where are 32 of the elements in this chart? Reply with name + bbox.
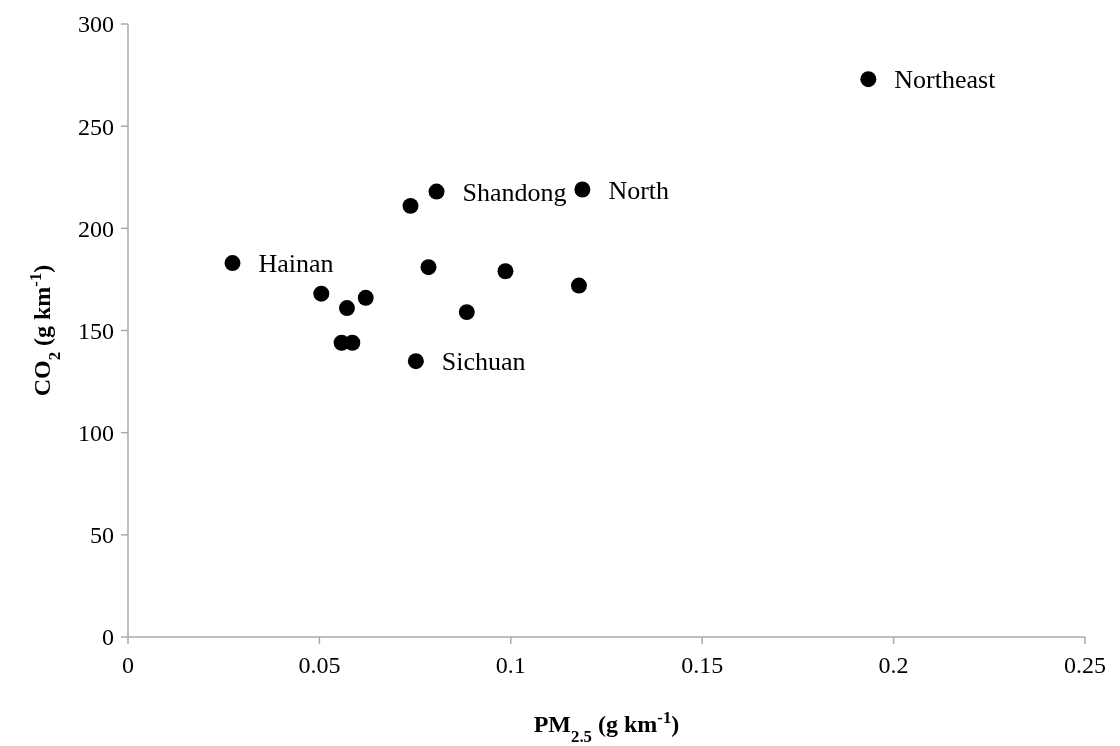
y-tick-label: 150 — [78, 317, 114, 344]
annotation: Sichuan — [441, 347, 526, 377]
y-tick-label: 200 — [78, 215, 114, 242]
x-tick-label: 0.05 — [298, 652, 341, 678]
y-tick-label: 100 — [78, 420, 114, 447]
point — [224, 255, 241, 272]
x-tick-label: 0.1 — [495, 652, 526, 678]
x-tick-label: 0 — [122, 652, 134, 678]
point — [338, 300, 355, 316]
point — [402, 197, 419, 214]
y-tick-label: 0 — [102, 624, 114, 651]
y-tick-label: 300 — [78, 11, 114, 38]
annotation: Shandong — [462, 177, 567, 207]
x-axis-title: PM$_{2.5}$ (g km$^{-1}$) — [533, 707, 680, 746]
point — [570, 277, 587, 294]
annotation: North — [608, 175, 670, 205]
annotation: Hainan — [258, 249, 334, 279]
point — [497, 263, 514, 280]
y-tick-label: 50 — [90, 522, 114, 549]
point — [428, 183, 445, 200]
x-tick-label: 0.15 — [681, 652, 724, 678]
point — [407, 353, 424, 370]
point — [860, 71, 877, 88]
point — [313, 285, 330, 302]
point — [458, 304, 475, 321]
x-tick-label: 0.2 — [878, 652, 909, 678]
point — [420, 259, 437, 276]
point — [574, 181, 591, 198]
y-tick-label: 250 — [78, 113, 114, 140]
point — [357, 289, 374, 306]
x-tick-label: 0.25 — [1064, 652, 1106, 678]
annotation: Northeast — [894, 65, 997, 95]
